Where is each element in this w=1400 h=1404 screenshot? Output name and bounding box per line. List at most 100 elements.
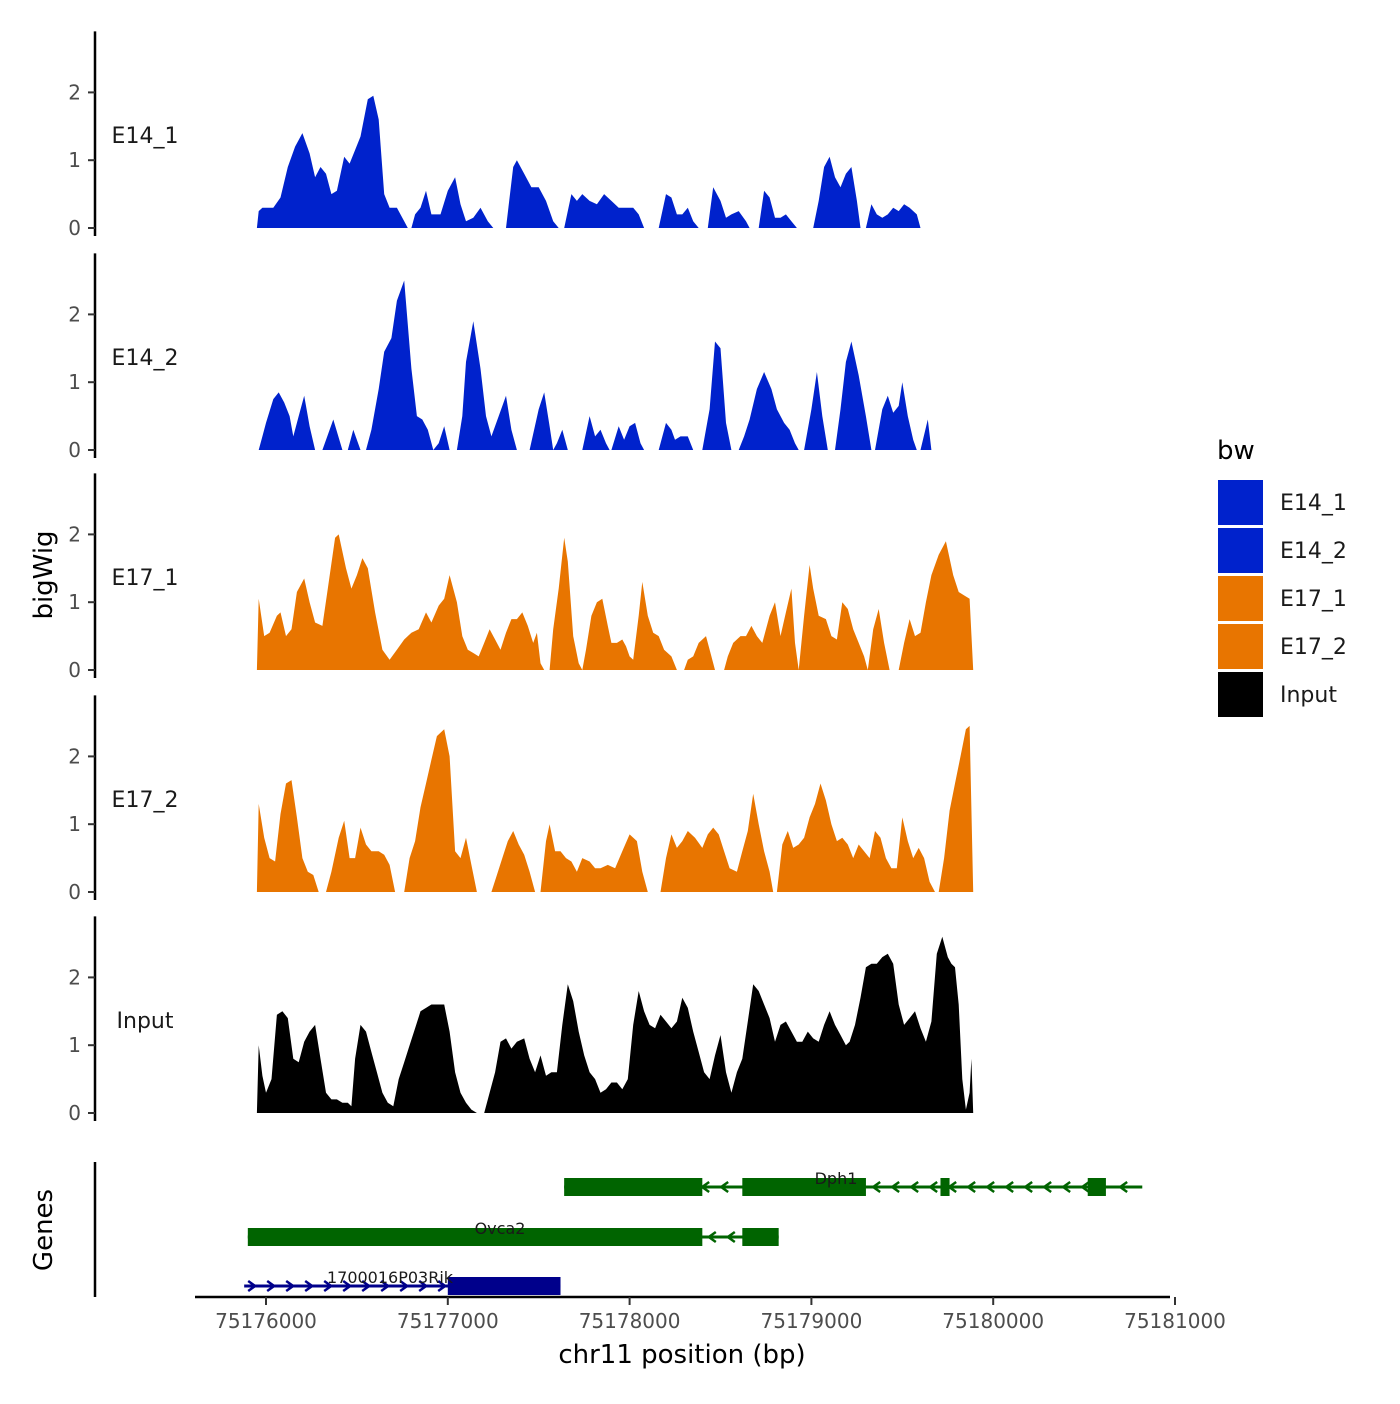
legend-swatch (1218, 528, 1263, 573)
strand-arrow (1042, 1180, 1052, 1194)
strand-arrow (890, 1180, 900, 1194)
y-axis-title: bigWig (29, 530, 59, 619)
track-label: E14_2 (112, 346, 179, 371)
gene-label: Ovca2 (475, 1219, 526, 1238)
strand-arrow (1023, 1180, 1033, 1194)
strand-arrow (719, 1180, 729, 1194)
coverage-area-E17_1 (256, 534, 974, 670)
gene-exon (1087, 1178, 1106, 1196)
gene-Dph1: Dph1 (564, 1169, 1143, 1196)
strand-arrow (380, 1279, 391, 1293)
legend-label: E14_1 (1280, 491, 1347, 516)
legend-swatch (1218, 624, 1263, 669)
track-label: E17_2 (112, 788, 179, 813)
y-tick-label: 1 (68, 812, 81, 836)
legend-entry-E14_2: E14_2 (1218, 528, 1347, 573)
strand-arrow (399, 1279, 410, 1293)
gene-exon (564, 1178, 703, 1196)
y-tick-label: 2 (68, 744, 81, 768)
legend-entry-E14_1: E14_1 (1218, 480, 1347, 525)
strand-arrow (361, 1279, 372, 1293)
track-label: Input (117, 1009, 174, 1034)
strand-arrow (1080, 1180, 1090, 1194)
legend-label: E17_1 (1280, 587, 1347, 612)
legend-swatch (1218, 480, 1263, 525)
gene-exon (742, 1228, 779, 1246)
strand-arrow (966, 1180, 976, 1194)
strand-arrow (266, 1279, 277, 1293)
x-axis: 75176000 75177000 75178000 75179000 75180000… (195, 1295, 1226, 1333)
legend-entry-E17_2: E17_2 (1218, 624, 1347, 669)
strand-arrow (928, 1180, 938, 1194)
x-tick-label: 75177000 (397, 1309, 499, 1333)
legend-swatch (1218, 672, 1263, 717)
y-tick-label: 0 (68, 1101, 81, 1125)
strand-arrow (418, 1279, 429, 1293)
gene-1700016P03Rik: 1700016P03Rik (244, 1268, 561, 1295)
genes-layer: Dph1 Ovca2 1700016P03Rik (93, 1162, 1143, 1297)
strand-arrow (706, 1230, 717, 1244)
strand-arrow (1118, 1180, 1128, 1194)
track-Input: 0 1 2 Input (68, 916, 974, 1125)
strand-arrow (725, 1230, 736, 1244)
track-E17_2: 0 1 2 E17_2 (68, 695, 974, 904)
x-axis-title: chr11 position (bp) (558, 1340, 805, 1370)
coverage-area-Input (256, 936, 974, 1113)
legend-title: bw (1217, 436, 1255, 466)
coverage-area-E14_1 (256, 95, 921, 228)
strand-arrow (247, 1279, 258, 1293)
track-E14_2: 0 1 2 E14_2 (68, 253, 932, 462)
gene-label: 1700016P03Rik (327, 1268, 454, 1287)
legend-entry-Input: Input (1218, 672, 1337, 717)
x-tick-label: 75179000 (761, 1309, 863, 1333)
y-tick-label: 2 (68, 80, 81, 104)
strand-arrow (437, 1279, 448, 1293)
y-tick-label: 0 (68, 658, 81, 682)
strand-arrow (285, 1279, 296, 1293)
strand-arrow (909, 1180, 919, 1194)
strand-arrow (304, 1279, 315, 1293)
gene-exon (447, 1277, 561, 1295)
genes-axis-title: Genes (29, 1189, 59, 1271)
legend: bw E14_1 E14_2 E17_1 E17_2 Input (1217, 436, 1347, 717)
legend-label: Input (1280, 683, 1337, 708)
strand-arrow (342, 1279, 353, 1293)
track-E17_1: 0 1 2 E17_1 (68, 473, 974, 682)
x-tick-label: 75180000 (942, 1309, 1044, 1333)
gene-exon (940, 1178, 950, 1196)
y-tick-label: 0 (68, 880, 81, 904)
strand-arrow (871, 1180, 881, 1194)
gene-label: Dph1 (815, 1169, 858, 1188)
y-tick-label: 2 (68, 302, 81, 326)
gene-exon (247, 1228, 703, 1246)
x-tick-label: 75178000 (579, 1309, 681, 1333)
tracks-layer: 0 1 2 E14_1 0 1 2 E14_2 0 1 2 E17_1 0 1 2 E17_2 0 1 2 Input (68, 31, 974, 1125)
y-tick-label: 1 (68, 590, 81, 614)
legend-label: E14_2 (1280, 539, 1347, 564)
coverage-area-E14_2 (258, 280, 932, 450)
y-tick-label: 0 (68, 438, 81, 462)
legend-swatch (1218, 576, 1263, 621)
track-label: E14_1 (112, 124, 179, 149)
y-tick-label: 2 (68, 965, 81, 989)
y-tick-label: 1 (68, 370, 81, 394)
strand-arrow (985, 1180, 995, 1194)
gene-exon (742, 1178, 866, 1196)
strand-arrow (1004, 1180, 1014, 1194)
legend-label: E17_2 (1280, 635, 1347, 660)
legend-entry-E17_1: E17_1 (1218, 576, 1347, 621)
strand-arrow (1061, 1180, 1071, 1194)
y-tick-label: 1 (68, 148, 81, 172)
strand-arrow (323, 1279, 334, 1293)
x-tick-label: 75181000 (1124, 1309, 1226, 1333)
track-label: E17_1 (112, 566, 179, 591)
y-tick-label: 2 (68, 522, 81, 546)
gene-Ovca2: Ovca2 (247, 1219, 779, 1246)
y-tick-label: 1 (68, 1033, 81, 1057)
y-tick-label: 0 (68, 216, 81, 240)
coverage-area-E17_2 (256, 725, 974, 892)
track-E14_1: 0 1 2 E14_1 (68, 31, 921, 240)
x-tick-label: 75176000 (215, 1309, 317, 1333)
